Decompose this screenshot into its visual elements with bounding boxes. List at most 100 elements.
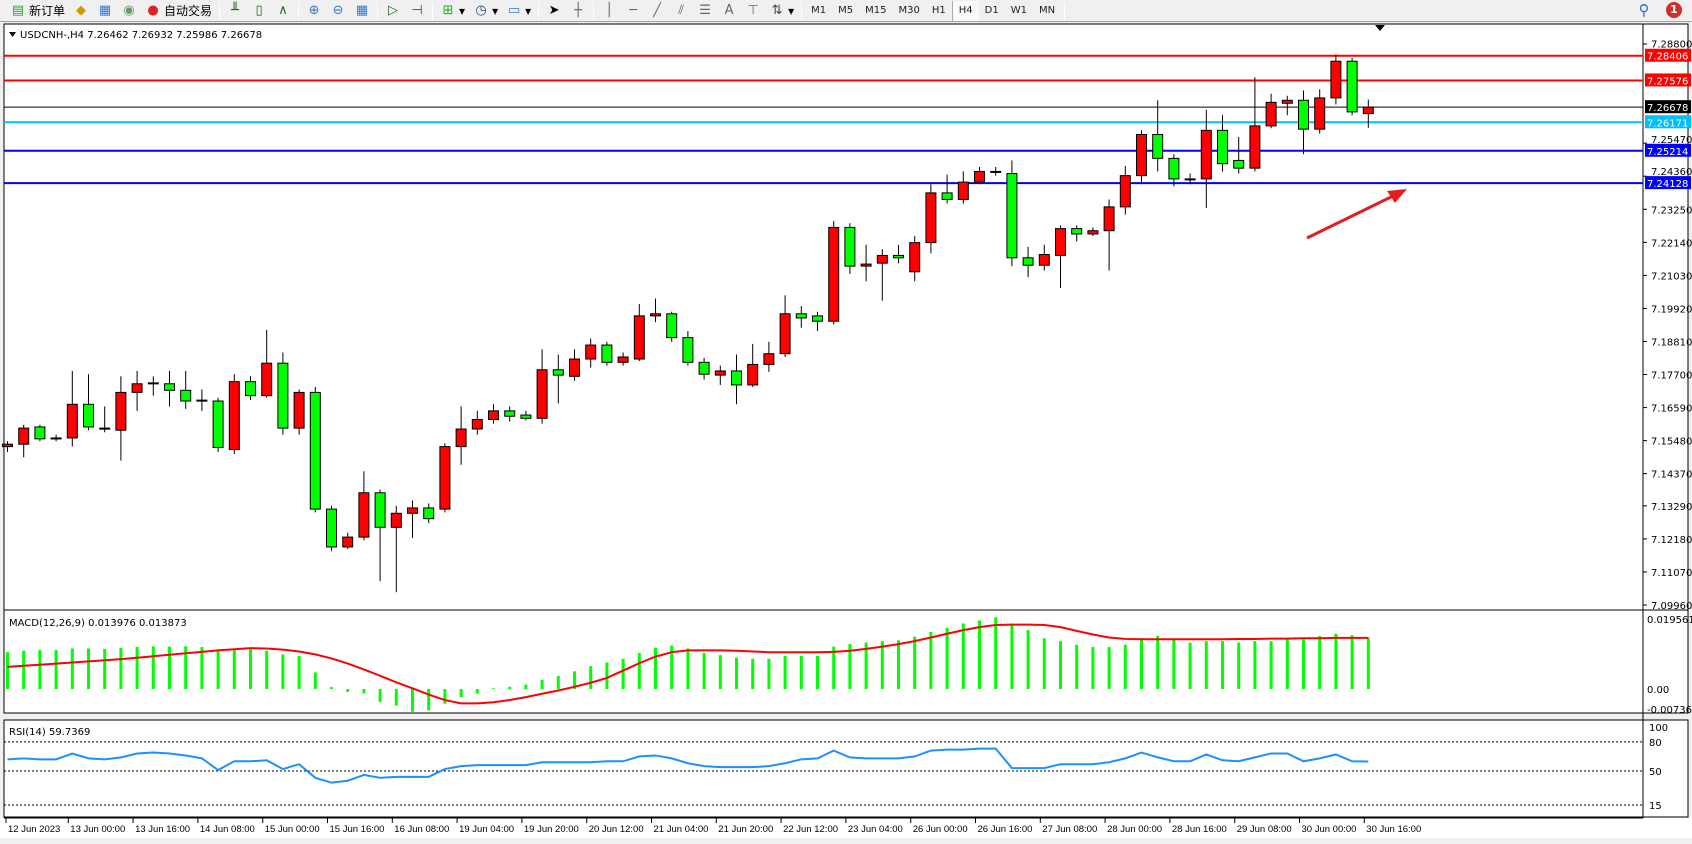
separator	[432, 1, 434, 20]
folder-icon: ◆	[76, 2, 87, 18]
candle-body	[18, 427, 30, 445]
candle-body	[1184, 178, 1196, 181]
candle	[1200, 109, 1212, 209]
candle-body	[471, 418, 483, 430]
trendline-button[interactable]: ╱	[645, 1, 669, 21]
price-tick-label: 7.23250	[1651, 205, 1692, 216]
navigator-button[interactable]: ▦	[93, 1, 117, 21]
equidistant-channel-button[interactable]: ⫽	[669, 1, 693, 21]
candle	[1330, 54, 1342, 105]
periods-button[interactable]: ◷ ▾	[469, 1, 502, 21]
timeframe-d1[interactable]: D1	[984, 4, 999, 16]
main-pane	[3, 23, 1689, 628]
separator	[377, 1, 379, 20]
candle-body	[1265, 101, 1277, 127]
candle-body	[131, 383, 143, 393]
candle	[1071, 225, 1083, 242]
timeframe-m30[interactable]: M30	[898, 4, 920, 16]
navigator-icon: ▦	[98, 2, 112, 18]
line-chart-button[interactable]: ∧	[271, 1, 295, 21]
timeframe-m5[interactable]: M5	[838, 4, 854, 16]
price-tick-label: 7.22140	[1651, 238, 1692, 249]
candle	[277, 352, 289, 435]
auto-trading-button[interactable]: ● 自动交易	[141, 1, 216, 21]
chart-window[interactable]: USDCNH-,H4 7.26462 7.26932 7.25986 7.266…	[0, 22, 1692, 844]
timeframe-m15[interactable]: M15	[865, 4, 887, 16]
vertical-line-icon: │	[605, 2, 614, 18]
time-label: 28 Jun 16:00	[1172, 824, 1227, 835]
candle-body	[196, 399, 208, 402]
timeframe-h1[interactable]: H1	[931, 4, 946, 16]
candle-body	[552, 369, 564, 376]
time-label: 21 Jun 20:00	[718, 824, 773, 835]
candle-body	[115, 391, 127, 431]
candle-body	[925, 192, 937, 244]
price-tick-label: 7.12180	[1651, 535, 1692, 546]
price-tag-label: 7.28406	[1647, 52, 1688, 63]
timeframe-h4[interactable]: H4	[951, 0, 979, 21]
indicators-icon: ⊞	[442, 2, 454, 18]
candle	[423, 503, 435, 524]
candle-body	[569, 358, 580, 377]
chart-shift-button[interactable]: ⊣	[405, 1, 429, 21]
zoom-in-button[interactable]: ⊕	[302, 1, 326, 21]
signals-button[interactable]: ◉	[117, 1, 141, 21]
zoom-out-button[interactable]: ⊖	[326, 1, 350, 21]
timeframe-mn[interactable]: MN	[1038, 4, 1056, 16]
price-tick-label: 7.15480	[1651, 437, 1692, 448]
candle-body	[650, 313, 661, 317]
timeframe-w1[interactable]: W1	[1010, 4, 1027, 16]
candle-body	[439, 446, 451, 510]
text-button[interactable]: A	[717, 1, 741, 21]
candle-body	[682, 337, 694, 363]
candle-body	[1330, 60, 1342, 99]
candle-body	[99, 427, 111, 430]
price-tick-label: 7.25470	[1651, 135, 1692, 146]
candle-body	[390, 512, 402, 528]
cursor-icon: ➤	[548, 2, 560, 18]
vertical-line-button[interactable]: │	[597, 1, 621, 21]
candle	[374, 489, 386, 582]
notification-badge[interactable]: 1	[1666, 2, 1682, 18]
candle	[682, 331, 694, 366]
market-watch-button[interactable]: ◆	[69, 1, 93, 21]
candle	[747, 343, 759, 388]
candle	[1249, 77, 1261, 172]
crosshair-button[interactable]: ┼	[566, 1, 590, 21]
price-tag-label: 7.27576	[1647, 76, 1688, 87]
text-label-button[interactable]: ⊤	[741, 1, 765, 21]
candle-body	[974, 170, 985, 183]
candle	[990, 166, 1002, 176]
status-strip	[0, 838, 1692, 844]
time-label: 12 Jun 2023	[8, 824, 60, 835]
search-icon[interactable]: ⚲	[1638, 1, 1650, 19]
candle-body	[876, 254, 888, 264]
candle	[876, 249, 888, 301]
candlestick-button[interactable]: ▯	[247, 1, 271, 21]
cursor-button[interactable]: ➤	[542, 1, 566, 21]
candle	[698, 357, 710, 380]
new-order-button[interactable]: ▤ 新订单	[11, 2, 66, 19]
candle-body	[342, 536, 354, 548]
candle	[536, 349, 548, 424]
bar-chart-button[interactable]: ╨	[223, 1, 247, 21]
price-tick-label: 7.24360	[1651, 167, 1692, 178]
separator	[538, 1, 540, 20]
candle	[893, 244, 904, 264]
horizontal-line-button[interactable]: ─	[621, 1, 645, 21]
tile-windows-button[interactable]: ▦	[350, 1, 374, 21]
timeframe-m1[interactable]: M1	[811, 4, 827, 16]
auto-scroll-button[interactable]: ▷	[381, 1, 405, 21]
candle	[1217, 115, 1228, 172]
chart-shift-marker	[1375, 25, 1385, 31]
templates-button[interactable]: ▭ ▾	[502, 1, 535, 21]
time-label: 16 Jun 08:00	[394, 824, 449, 835]
arrows-button[interactable]: ⇅ ▾	[765, 1, 798, 21]
candle-body	[1119, 175, 1131, 208]
auto-trading-icon: ●	[147, 2, 159, 18]
indicators-button[interactable]: ⊞ ▾	[436, 1, 469, 21]
candle-body	[795, 313, 807, 319]
candle	[1006, 160, 1018, 267]
candle-body	[455, 428, 467, 448]
fibonacci-button[interactable]: ☰	[693, 1, 717, 21]
